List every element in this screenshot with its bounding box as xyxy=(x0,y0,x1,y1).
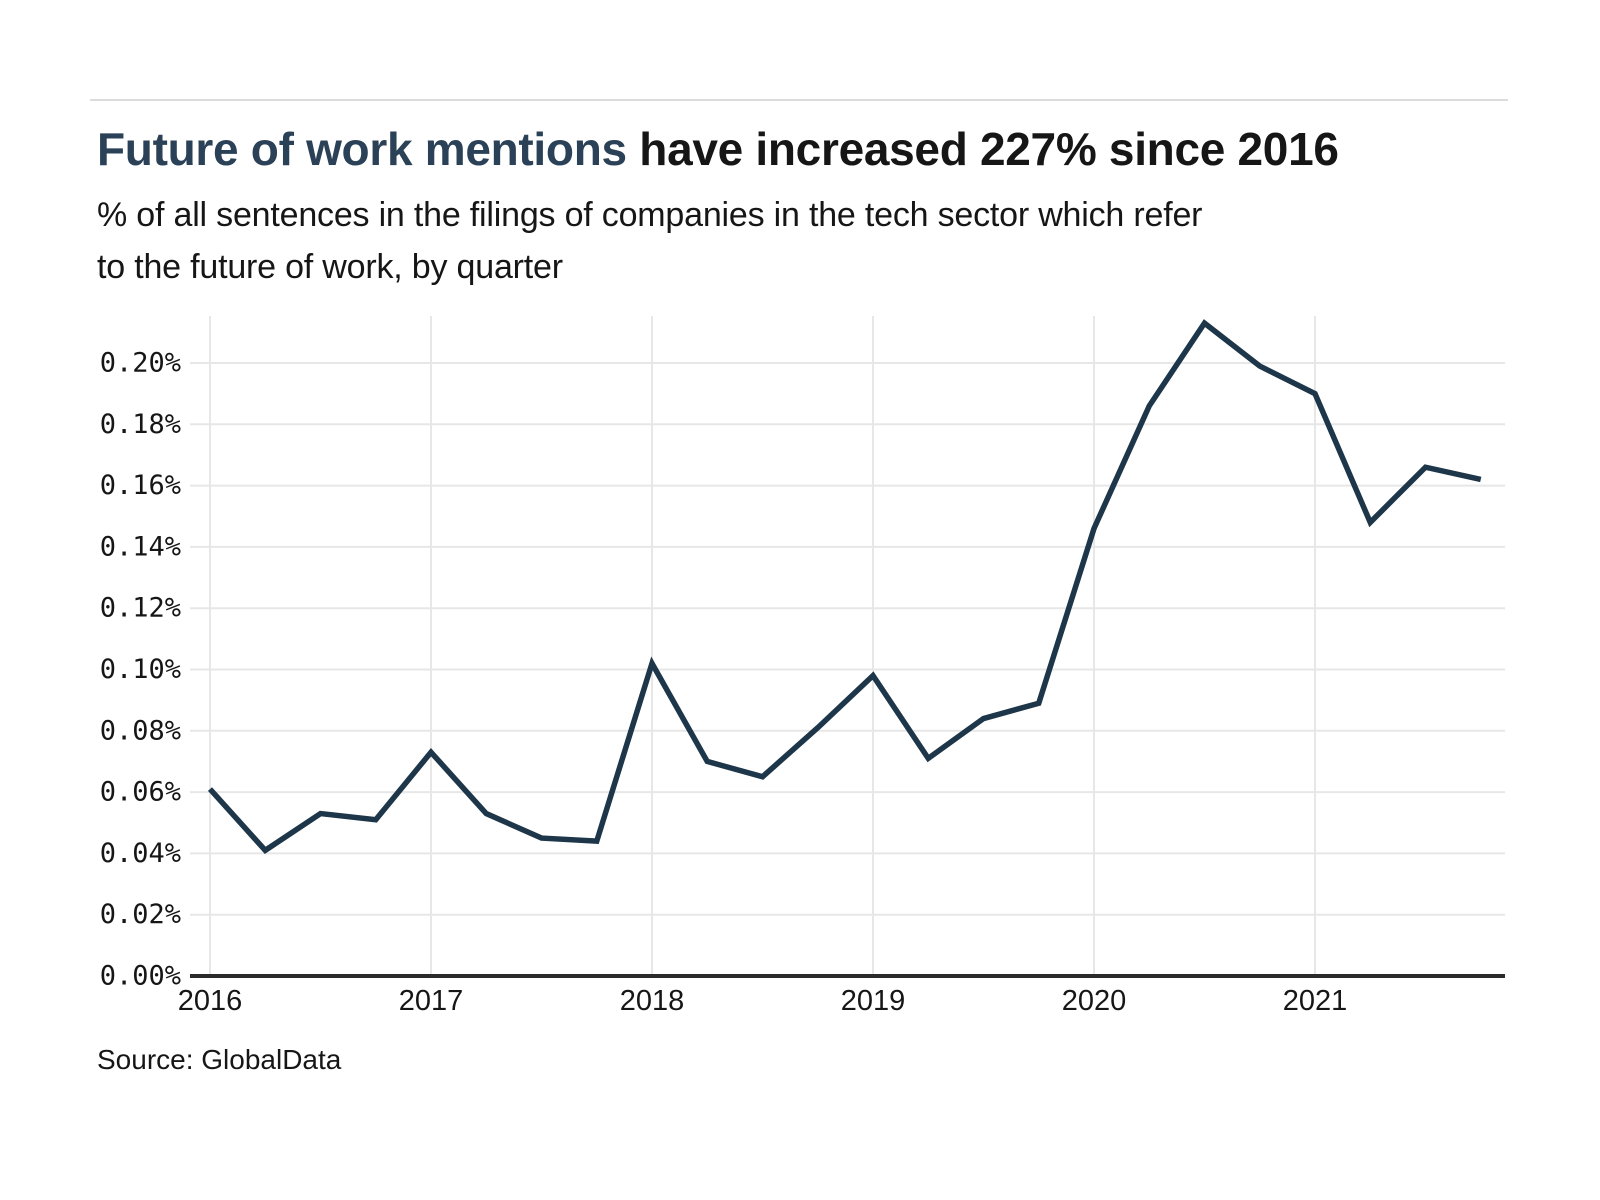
y-tick-label: 0.10% xyxy=(100,654,181,685)
source-note: Source: GlobalData xyxy=(97,1044,342,1075)
y-tick-label: 0.04% xyxy=(100,838,181,869)
chart-title-rest: have increased 227% since 2016 xyxy=(626,123,1339,175)
y-tick-label: 0.14% xyxy=(100,531,181,562)
y-tick-label: 0.06% xyxy=(100,777,181,808)
subtitle-line-2: to the future of work, by quarter xyxy=(97,248,563,286)
y-tick-label: 0.18% xyxy=(100,409,181,440)
y-tick-label: 0.02% xyxy=(100,899,181,930)
header-divider xyxy=(90,99,1508,101)
x-tick-label: 2020 xyxy=(1062,985,1127,1017)
line-chart: 2016 2017 2018 2019 2020 2021 0.20% 0.18% 0.16% 0… xyxy=(0,300,1600,1060)
chart-title: Future of work mentions have increased 2… xyxy=(97,124,1517,174)
y-tick-label: 0.08% xyxy=(100,715,181,746)
chart-svg: 2016 2017 2018 2019 2020 2021 0.20% 0.18% 0.16% 0… xyxy=(100,316,1505,1017)
y-tick-label: 0.20% xyxy=(100,348,181,379)
y-tick-label: 0.12% xyxy=(100,593,181,624)
x-tick-label: 2016 xyxy=(178,985,243,1017)
x-tick-label: 2018 xyxy=(620,985,685,1017)
trend-line xyxy=(207,319,1482,854)
x-tick-label: 2019 xyxy=(841,985,906,1017)
chart-title-highlight: Future of work mentions xyxy=(97,123,627,175)
subtitle-line-1: % of all sentences in the filings of com… xyxy=(97,196,1203,234)
x-tick-label: 2021 xyxy=(1283,985,1348,1017)
y-tick-label: 0.00% xyxy=(100,961,181,992)
x-tick-label: 2017 xyxy=(399,985,464,1017)
y-tick-label: 0.16% xyxy=(100,470,181,501)
chart-subtitle: % of all sentences in the filings of com… xyxy=(97,189,1517,293)
